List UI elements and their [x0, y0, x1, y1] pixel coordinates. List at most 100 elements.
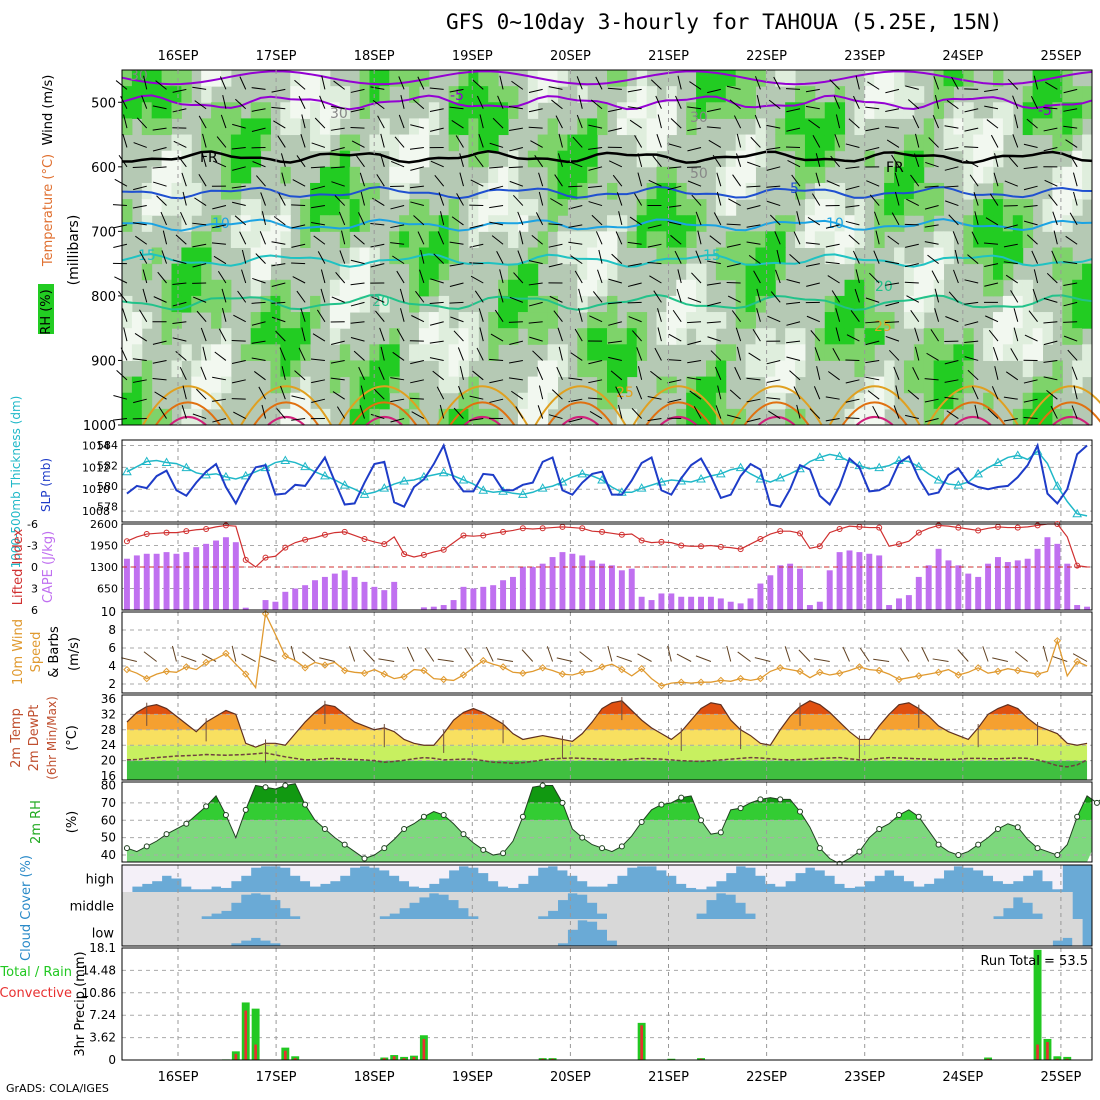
- thickness-marker: [399, 475, 409, 485]
- rh-cell: [290, 86, 301, 103]
- wind-barb: [805, 88, 820, 93]
- rh-cell: [607, 182, 618, 200]
- wind-barb: [769, 214, 781, 226]
- wind-barb: [143, 75, 148, 90]
- wind-barb: [1026, 118, 1038, 129]
- rh-cell: [280, 344, 291, 361]
- rh-cell: [448, 247, 460, 265]
- rh-cell: [725, 247, 737, 265]
- rh-marker: [460, 831, 467, 838]
- rh-cell: [131, 102, 143, 119]
- wind-barb: [588, 359, 603, 365]
- rh-cell: [775, 70, 786, 87]
- wind-barb: [946, 100, 959, 110]
- rh-cell: [418, 279, 430, 297]
- wind-barb: [865, 127, 880, 132]
- rh-cell: [844, 247, 855, 265]
- rh-cell: [389, 134, 400, 152]
- rh-cell: [1052, 247, 1063, 265]
- wind-barb: [748, 254, 761, 265]
- rh-cell: [280, 360, 291, 378]
- rh-cell: [349, 392, 361, 410]
- cloud-cell: [824, 865, 836, 876]
- cloud-cell: [230, 892, 242, 903]
- rh-marker: [698, 817, 705, 824]
- wind-barb: [926, 352, 939, 361]
- rh-cell: [913, 166, 925, 184]
- rh-cell: [953, 392, 964, 410]
- rh-cell: [359, 376, 370, 394]
- rh-cell: [220, 102, 232, 119]
- cloud-cell: [161, 865, 172, 876]
- rh-cell: [329, 312, 341, 329]
- rh-cell: [458, 360, 469, 378]
- wind-barb: [1051, 250, 1058, 264]
- wind-barb: [118, 290, 128, 303]
- rh-cell: [191, 199, 202, 216]
- rh-cell: [488, 86, 499, 103]
- wind-barb: [894, 172, 900, 187]
- li-marker: [757, 536, 764, 543]
- rh-cell: [993, 312, 1004, 329]
- rh-cell: [1002, 295, 1014, 313]
- rh-cell: [755, 70, 766, 87]
- rh-cell: [438, 215, 450, 232]
- wind-barb: [512, 194, 524, 206]
- wind-speed-marker: [499, 663, 507, 671]
- wind-barb: [202, 346, 207, 361]
- rh-cell: [1082, 102, 1093, 119]
- rh-cell: [537, 312, 549, 329]
- cloud-cell: [438, 892, 450, 895]
- wind-barb: [845, 185, 860, 191]
- rh-cell: [913, 199, 925, 216]
- rh-cell: [339, 344, 351, 361]
- wind-barb: [905, 85, 919, 90]
- rh-cell: [1042, 392, 1053, 410]
- wind-barb: [1004, 224, 1018, 229]
- wind-barb: [310, 358, 325, 361]
- rh-cell: [339, 295, 351, 313]
- wind-barb: [667, 185, 682, 191]
- wind-barb: [251, 87, 266, 90]
- wind-barb: [608, 108, 622, 113]
- wind-barb: [271, 282, 286, 288]
- cloud-cell: [191, 865, 202, 890]
- cape-bar: [995, 557, 1001, 610]
- cloud-cell: [725, 919, 737, 946]
- wind-barb: [588, 146, 603, 150]
- rh-cell: [399, 247, 410, 265]
- wind-barb: [915, 133, 920, 148]
- rh-cell: [656, 102, 667, 119]
- rh-cell: [587, 166, 598, 184]
- wind-barb: [259, 231, 266, 245]
- rh-cell: [636, 118, 648, 136]
- rh-cell: [735, 102, 747, 119]
- wind-barb: [667, 645, 672, 662]
- rh-cell: [220, 150, 232, 168]
- cape-bar: [222, 537, 229, 610]
- rh-cell: [290, 328, 301, 345]
- wind-barb: [370, 243, 385, 248]
- rh-cell: [181, 263, 192, 281]
- rh-cell: [260, 263, 271, 281]
- rh-cell: [1062, 295, 1073, 313]
- rh-cell: [963, 360, 974, 378]
- rh-cell: [428, 312, 440, 329]
- rh-cell: [933, 344, 945, 361]
- rh-cell: [557, 199, 568, 216]
- rh-cell: [181, 279, 192, 297]
- thickness-marker: [933, 474, 944, 484]
- wind-barb: [275, 330, 286, 342]
- cape-bar: [846, 550, 853, 610]
- wind-barb: [231, 645, 237, 662]
- rh-cell: [557, 182, 568, 200]
- wind-barb: [687, 297, 702, 303]
- rh-cell: [1022, 199, 1034, 216]
- wind-barb: [455, 135, 464, 148]
- wind-barb: [865, 146, 880, 152]
- rh-cell: [181, 150, 192, 168]
- wind-barb: [714, 366, 722, 381]
- rh-cell: [379, 376, 390, 394]
- cloud-cell: [260, 865, 271, 867]
- li-marker: [1074, 562, 1081, 569]
